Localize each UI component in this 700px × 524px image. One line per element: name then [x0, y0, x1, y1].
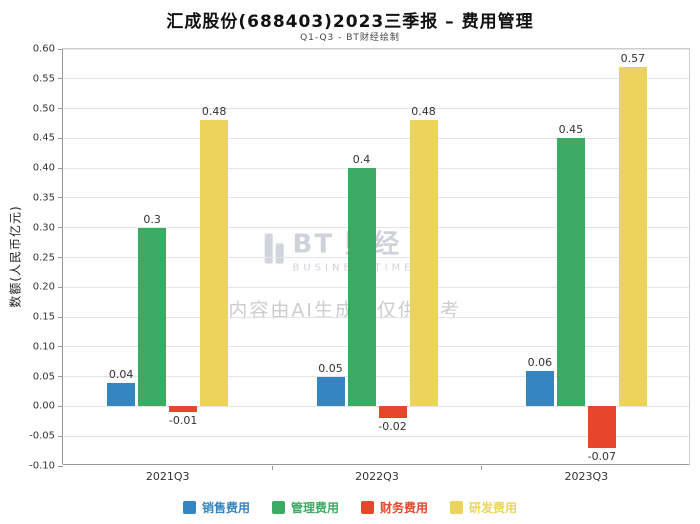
y-tick-mark	[58, 167, 63, 169]
bar-研发费用-2022Q3	[409, 120, 438, 407]
y-tick-label: 0.20	[32, 281, 55, 293]
legend-label: 财务费用	[380, 500, 429, 515]
y-tick-label: 0.00	[32, 400, 55, 412]
legend-item-研发费用[interactable]: 研发费用	[450, 499, 517, 516]
gridline	[63, 167, 689, 169]
y-tick-mark	[58, 405, 63, 407]
y-tick-label: 0.40	[32, 162, 55, 174]
watermark-logo: BT 财经 BUSINESSTIMES	[264, 224, 425, 274]
legend-item-销售费用[interactable]: 销售费用	[182, 499, 250, 516]
y-tick-mark	[58, 376, 63, 378]
x-axis-line	[63, 464, 689, 465]
legend-label: 销售费用	[201, 500, 250, 515]
bar-value-label: 0.05	[318, 361, 343, 375]
legend-label: 研发费用	[469, 500, 518, 515]
chart-legend: 销售费用 管理费用 财务费用 研发费用	[0, 496, 700, 518]
chart-title: 汇成股份(688403)2023三季报 – 费用管理	[166, 12, 534, 32]
gridline	[63, 435, 689, 437]
y-tick-label: 0.45	[32, 132, 55, 144]
bar-value-label: -0.02	[378, 420, 407, 434]
bar-销售费用-2023Q3	[525, 370, 554, 407]
gridline	[63, 286, 689, 288]
y-tick-mark	[58, 316, 63, 318]
legend-swatch	[182, 500, 196, 514]
y-tick-mark	[58, 48, 63, 50]
y-tick-label: 0.60	[32, 43, 55, 55]
bar-管理费用-2023Q3	[556, 138, 585, 407]
bar-管理费用-2021Q3	[138, 227, 167, 407]
gridline	[63, 405, 689, 407]
gridline	[63, 227, 689, 229]
y-tick-mark	[58, 78, 63, 80]
y-tick-mark	[58, 286, 63, 288]
bar-财务费用-2023Q3	[587, 406, 616, 449]
y-tick-mark	[58, 435, 63, 437]
legend-label: 管理费用	[290, 500, 339, 515]
legend-item-财务费用[interactable]: 财务费用	[361, 499, 428, 516]
x-tick-label: 2023Q3	[564, 470, 609, 483]
chart-subtitle: Q1-Q3 - BT财经绘制	[300, 33, 400, 43]
bar-value-label: 0.57	[620, 51, 646, 65]
gridline	[63, 78, 689, 80]
gridline	[63, 137, 689, 139]
y-tick-mark	[58, 346, 63, 348]
bar-value-label: 0.48	[411, 105, 436, 119]
bar-value-label: 0.45	[558, 123, 584, 137]
bar-管理费用-2022Q3	[347, 168, 376, 407]
y-tick-mark	[58, 227, 63, 229]
gridline	[63, 108, 689, 110]
bar-value-label: 0.06	[527, 355, 553, 369]
y-tick-mark	[58, 108, 63, 110]
y-tick-mark	[58, 197, 63, 199]
y-tick-label: 0.50	[32, 103, 55, 115]
gridline	[63, 376, 689, 378]
y-tick-label: 0.10	[32, 341, 55, 353]
y-tick-label: 0.25	[32, 252, 55, 263]
gridline	[63, 197, 689, 199]
legend-swatch	[450, 500, 464, 514]
x-tick-label: 2021Q3	[145, 470, 190, 483]
bt-logo-icon	[264, 233, 284, 264]
bar-研发费用-2023Q3	[618, 66, 647, 407]
legend-item-管理费用[interactable]: 管理费用	[271, 499, 339, 516]
y-axis-line	[62, 49, 63, 464]
y-tick-label: -0.10	[29, 460, 55, 472]
bar-销售费用-2021Q3	[107, 382, 136, 407]
y-tick-label: 0.35	[32, 192, 55, 204]
y-tick-mark	[58, 257, 63, 258]
y-tick-label: 0.15	[32, 311, 55, 323]
bar-value-label: 0.04	[108, 367, 134, 381]
bar-value-label: 0.4	[352, 153, 371, 167]
bar-value-label: -0.07	[587, 450, 617, 464]
plot-area: BT 财经 BUSINESSTIMES 内容由AI生成，仅供参考 -0.10-0…	[29, 44, 690, 483]
bar-value-label: -0.01	[168, 414, 198, 428]
gridline	[63, 257, 689, 258]
y-tick-label: -0.05	[29, 430, 55, 442]
x-tick-mark	[271, 466, 273, 470]
y-tick-label: 0.05	[32, 371, 55, 383]
legend-swatch	[271, 500, 285, 514]
bar-财务费用-2021Q3	[169, 406, 198, 413]
y-tick-label: 0.30	[32, 222, 55, 234]
bar-研发费用-2021Q3	[200, 120, 229, 407]
x-tick-label: 2022Q3	[355, 470, 399, 483]
legend-swatch	[361, 500, 374, 514]
bar-value-label: 0.48	[201, 105, 227, 119]
bar-value-label: 0.3	[143, 212, 161, 226]
gridline	[63, 346, 689, 348]
y-tick-label: 0.55	[32, 73, 55, 85]
y-tick-mark	[58, 137, 63, 139]
y-tick-mark	[58, 465, 63, 467]
gridline	[63, 316, 689, 318]
bar-财务费用-2022Q3	[378, 406, 407, 419]
x-tick-mark	[481, 466, 483, 470]
bar-销售费用-2022Q3	[316, 376, 345, 407]
gridline	[63, 48, 689, 50]
